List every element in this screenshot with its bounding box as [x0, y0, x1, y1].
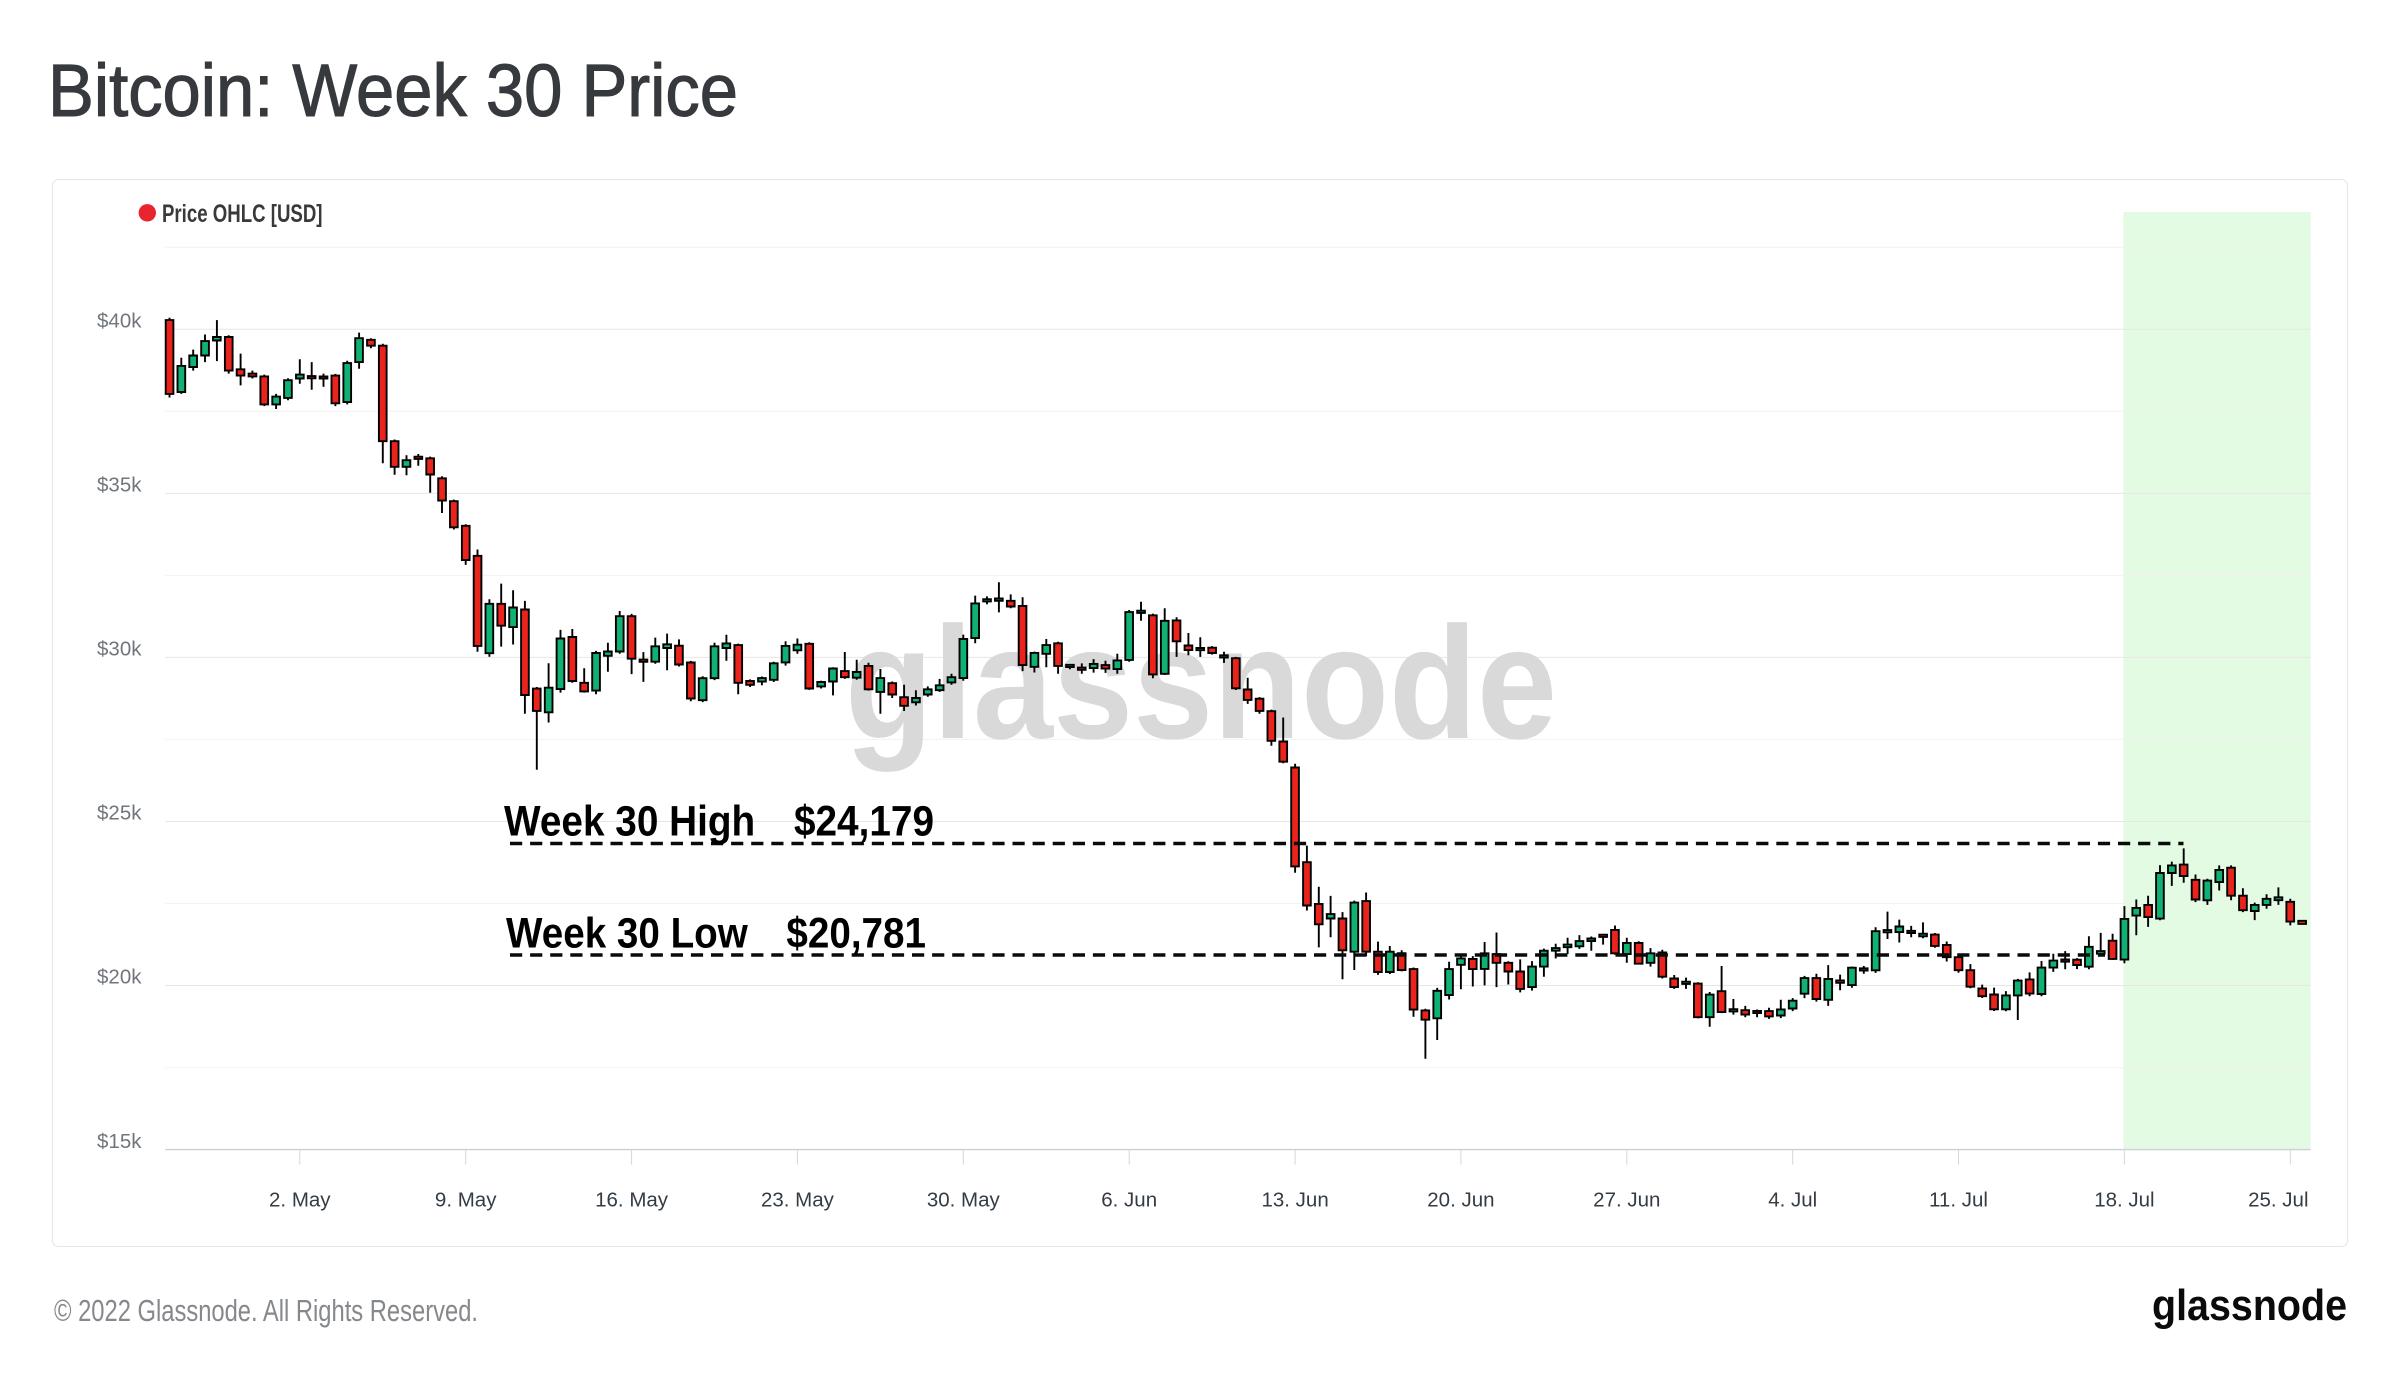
svg-text:glassnode: glassnode: [2152, 1281, 2347, 1330]
svg-text:2. May: 2. May: [269, 1189, 331, 1212]
svg-text:9. May: 9. May: [435, 1189, 497, 1212]
svg-text:Week 30 Low $20,781: Week 30 Low $20,781: [506, 910, 926, 958]
svg-text:$20k: $20k: [97, 966, 142, 989]
svg-text:© 2022 Glassnode. All Rights R: © 2022 Glassnode. All Rights Reserved.: [54, 1293, 478, 1328]
svg-text:16. May: 16. May: [595, 1189, 669, 1212]
svg-text:$35k: $35k: [97, 474, 142, 497]
svg-text:Bitcoin: Week 30 Price: Bitcoin: Week 30 Price: [48, 49, 738, 132]
svg-text:18. Jul: 18. Jul: [2094, 1189, 2154, 1212]
svg-text:Week 30 High $24,179: Week 30 High $24,179: [504, 798, 934, 846]
svg-text:4. Jul: 4. Jul: [1768, 1189, 1817, 1212]
svg-text:$15k: $15k: [97, 1130, 142, 1153]
svg-text:$40k: $40k: [97, 310, 142, 333]
svg-text:11. Jul: 11. Jul: [1929, 1189, 1988, 1212]
svg-text:Price OHLC [USD]: Price OHLC [USD]: [162, 200, 323, 228]
svg-text:glassnode: glassnode: [845, 593, 1557, 772]
svg-text:27. Jun: 27. Jun: [1593, 1189, 1660, 1212]
svg-text:13. Jun: 13. Jun: [1261, 1189, 1328, 1212]
svg-text:$30k: $30k: [97, 638, 142, 661]
svg-text:6. Jun: 6. Jun: [1101, 1189, 1157, 1212]
svg-text:$25k: $25k: [97, 802, 142, 825]
svg-text:25. Jul: 25. Jul: [2248, 1189, 2308, 1212]
svg-text:30. May: 30. May: [927, 1189, 1001, 1212]
svg-text:23. May: 23. May: [761, 1189, 835, 1212]
svg-text:20. Jun: 20. Jun: [1427, 1189, 1494, 1212]
